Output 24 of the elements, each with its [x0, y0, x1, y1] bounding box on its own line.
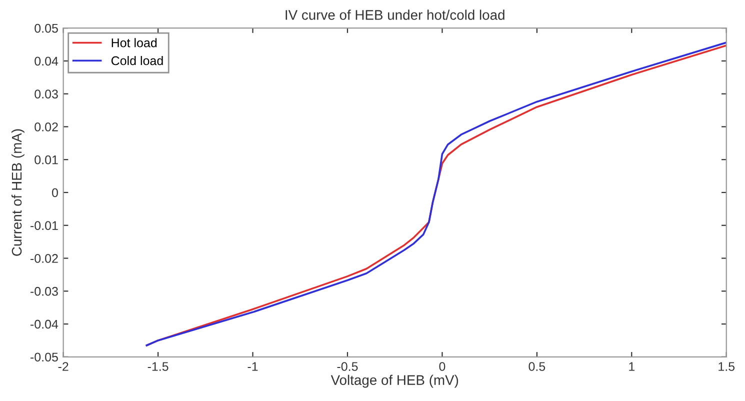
- x-tick-label: -1.5: [148, 362, 168, 371]
- y-tick-label: 0.04: [34, 56, 58, 66]
- chart-title: IV curve of HEB under hot/cold load: [286, 10, 504, 20]
- y-tick-label: 0.02: [34, 122, 58, 132]
- y-tick-label: -0.04: [30, 320, 58, 329]
- x-axis-title: Voltage of HEB (mV): [330, 374, 458, 388]
- x-tick-label: -0.5: [337, 362, 358, 371]
- x-tick-label: -1: [248, 362, 258, 371]
- y-tick-label: 0.05: [34, 24, 58, 33]
- y-tick-label: 0.03: [34, 90, 58, 98]
- x-tick-label: -2: [58, 362, 68, 371]
- x-tick-label: 1: [629, 362, 635, 371]
- legend-label: Hot load: [112, 38, 157, 48]
- y-tick-label: -0.03: [30, 286, 58, 296]
- y-tick-label: 0.01: [34, 155, 58, 164]
- y-tick-label: 0: [52, 188, 58, 198]
- y-tick-label: -0.02: [30, 254, 58, 263]
- y-axis-title: Current of HEB (mA): [11, 129, 24, 256]
- y-tick-label: -0.01: [30, 221, 58, 230]
- x-tick-label: 0.5: [528, 362, 546, 371]
- y-tick-label: -0.05: [30, 352, 58, 362]
- x-tick-label: 0: [439, 362, 446, 371]
- x-tick-label: 1.5: [718, 362, 735, 371]
- legend-label: Cold load: [111, 56, 163, 66]
